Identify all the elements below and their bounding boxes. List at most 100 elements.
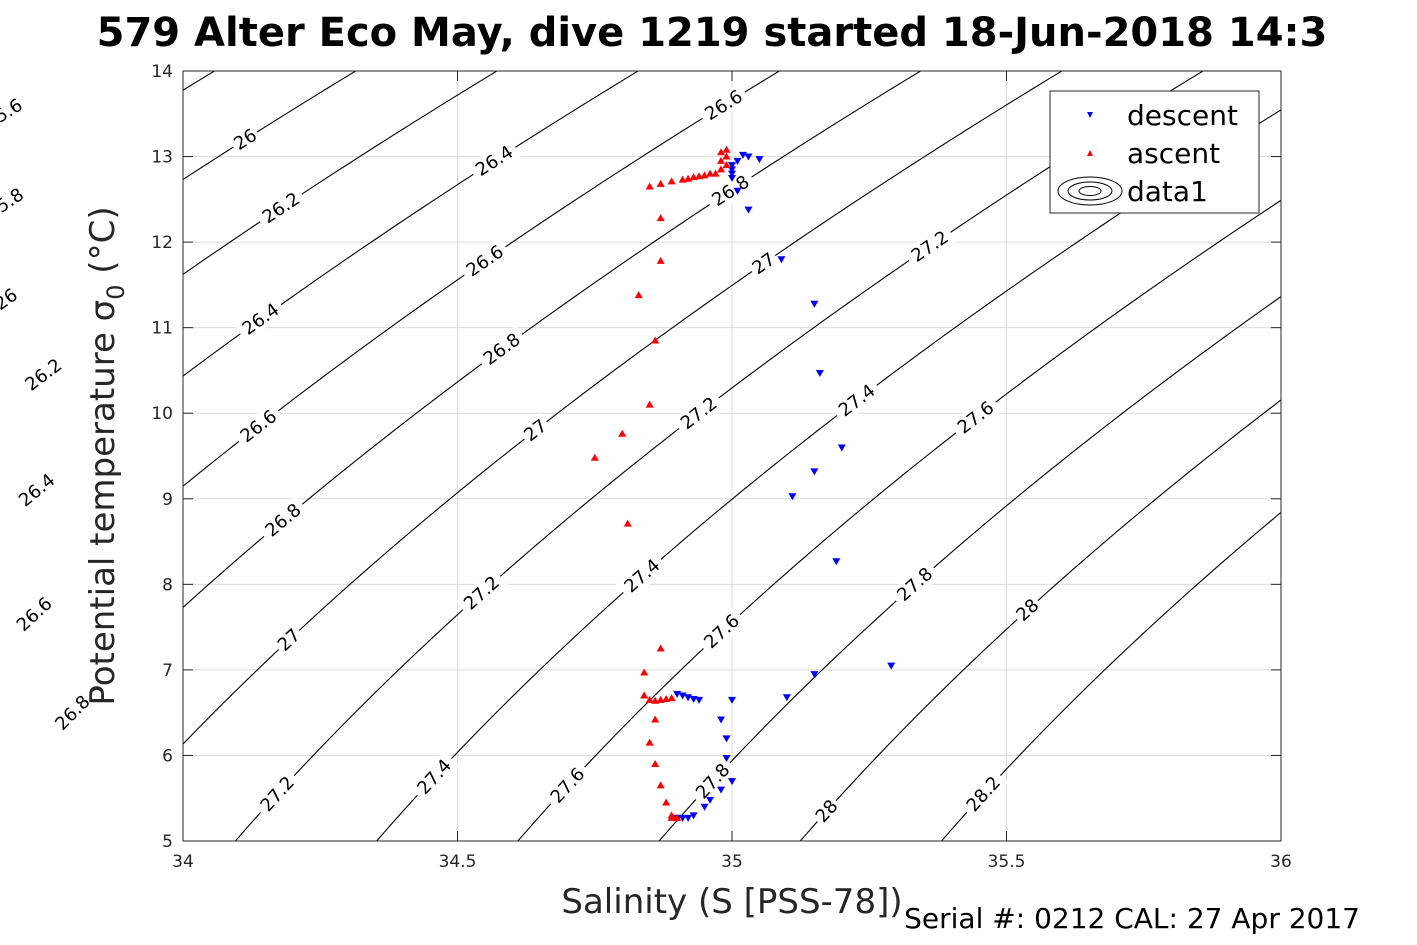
contour-label-bg [687,755,738,807]
contour-label-bg [47,687,98,739]
descent-point [837,444,846,452]
data-points [590,145,896,822]
descent-point [728,696,736,704]
contour-label-text: 27 [520,415,551,446]
contour-label-bg [695,606,748,657]
descent-point [782,694,791,702]
ascent-point [667,694,676,702]
density-contours [183,71,1281,841]
ascent-point [711,169,720,177]
descent-point [678,814,687,822]
legend-descent-marker [1087,112,1093,118]
contour-label: 27.4 [830,376,884,425]
contour-label-bg [271,622,307,658]
ascent-point [656,214,665,222]
ascent-point [717,156,726,164]
contour-label: 26.6 [458,237,512,285]
descent-point [744,206,753,214]
contour-label-bg [902,223,957,270]
descent-point [700,803,709,811]
ascent-point [667,177,676,185]
y-tick-label: 6 [162,746,173,766]
y-tick-label: 11 [151,319,173,339]
contour-label-bg [809,793,845,829]
ascent-point [656,644,665,652]
contour-label-bg [252,768,303,820]
contour-label-bg [227,122,264,157]
chart-title: 579 Alter Eco May, dive 1219 started 18-… [97,10,1328,56]
x-tick-label: 34.5 [439,852,477,872]
ascent-point [640,691,649,699]
isopycnal-line [799,399,1281,841]
y-tick-label: 10 [151,404,173,424]
contour-label-bg [233,295,288,343]
ascent-point [645,695,654,703]
contour-label-text: 27 [748,249,779,279]
y-axis-label: Potential temperature σ0 (°C) [83,206,130,705]
ascent-point [684,174,693,182]
legend-contour-icon [1057,176,1123,206]
descent-point [738,151,747,159]
contour-label: 26.6 [696,82,751,128]
ascent-point [662,798,671,806]
contour-label: 26 [227,122,264,157]
ascent-point [662,694,671,702]
descent-point [728,170,736,178]
descent-point [684,814,693,822]
legend-ascent-marker [1087,150,1093,156]
contour-label-bg [542,759,593,812]
contour-label-bg [745,246,782,281]
ascent-point [651,696,660,704]
y-tick-label: 12 [151,233,173,253]
descent-point [777,256,786,264]
ascent-point [673,813,682,821]
descent-point [717,716,726,724]
descent-point [728,174,736,182]
contour-label-bg [16,350,71,399]
ascent-point [700,171,709,179]
descent-point [717,786,726,794]
contour-label: 27 [517,413,554,448]
ascent-point [678,175,687,183]
ascent-point [717,148,726,156]
ascent-point [722,145,731,153]
x-axis-label: Salinity (S [PSS-78]) [561,882,902,922]
contour-label: 26.6 [232,402,285,451]
descent-point [810,468,819,476]
descent-point [788,493,797,501]
x-tick-label: 36 [1270,852,1292,872]
contour-label-bg [696,82,751,128]
contour-labels: 25.6 26 26.4 26.6 25.8 26.2 26.8 26.6 27 27.2 26 26… [0,82,1046,829]
isopycnal-line [235,71,1204,841]
ascent-point [656,179,665,187]
isopycnal-line [658,295,1281,841]
x-tick-label: 34 [172,852,194,872]
ascent-point [689,173,698,181]
contour-label: 28 [1009,592,1046,628]
ascent-point [651,715,660,723]
y-axis-ticks: 5 6 7 8 9 10 11 12 13 14 [151,62,1281,852]
ascent-point [645,182,654,190]
legend-box [1049,90,1260,214]
contour-label-bg [254,184,308,231]
contour-label: 27 [745,246,782,281]
contour-label: 25.6 [0,91,31,137]
contour-label: 26.4 [467,138,522,184]
descent-point [728,166,736,174]
contour-label: 25.8 [0,180,32,227]
contour-label: 26.8 [475,325,529,373]
descent-point [733,187,742,195]
ascent-point [618,429,627,437]
contour-label: 27.6 [949,393,1003,442]
descent-point [722,735,731,743]
ascent-point [722,161,731,169]
descent-point [755,156,764,164]
ascent-point [667,813,676,821]
descent-point [706,796,715,804]
isopycnal-line [183,71,1063,745]
ascent-point [717,165,726,173]
isopycnal-line [941,511,1281,841]
contour-label-bg [0,282,24,317]
x-axis-ticks: 34 34.5 35 35.5 36 [172,71,1292,872]
descent-point [887,662,896,670]
